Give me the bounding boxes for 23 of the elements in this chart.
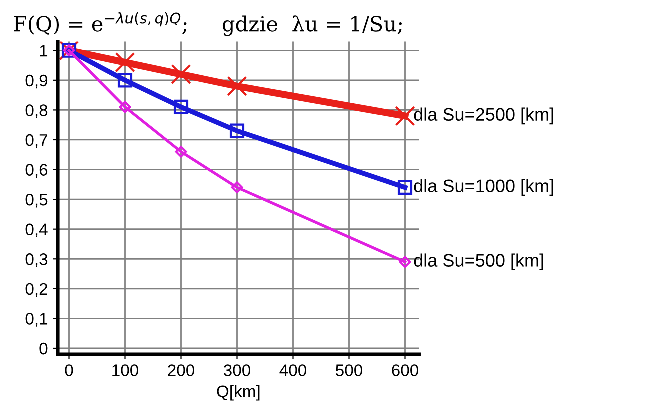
- x-tick-label: 0: [65, 364, 74, 376]
- series-label: dla Su=2500 [km]: [414, 108, 554, 125]
- y-tick-label: 0: [40, 342, 48, 355]
- x-tick-label: 300: [224, 364, 251, 376]
- y-tick-label: 1: [40, 45, 48, 57]
- chart-title: F(Q) = e$^{−λu(s,q)Q}$; gdzie λu = 1/Su;: [14, 12, 402, 36]
- y-tick-label: 0,8: [26, 104, 48, 118]
- y-tick-label: 0,4: [26, 224, 48, 238]
- series-label: dla Su=1000 [km]: [414, 179, 554, 196]
- x-tick-label: 600: [392, 364, 419, 376]
- x-tick-label: 200: [168, 364, 195, 376]
- y-tick-label: 0,7: [26, 134, 48, 148]
- x-tick-label: 100: [112, 364, 139, 376]
- y-tick-label: 0,9: [26, 74, 48, 89]
- x-tick-label: 400: [280, 364, 307, 376]
- x-axis-title: Q[km]: [217, 385, 260, 401]
- y-tick-label: 0,3: [26, 254, 48, 268]
- y-tick-label: 0,5: [26, 194, 48, 208]
- series-label: dla Su=500 [km]: [414, 254, 544, 271]
- y-tick-label: 0,1: [26, 313, 48, 327]
- x-tick-label: 500: [336, 364, 363, 376]
- y-tick-label: 0,2: [26, 283, 48, 298]
- y-tick-label: 0,6: [26, 164, 48, 178]
